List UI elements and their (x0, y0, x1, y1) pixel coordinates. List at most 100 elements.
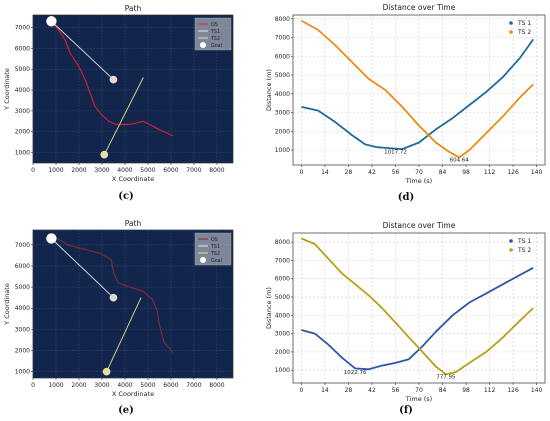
x-tick-label: 28 (345, 387, 353, 394)
y-tick-label: 5000 (275, 72, 290, 79)
point-ts2-pos (102, 367, 111, 376)
panel-caption: (f) (399, 405, 413, 416)
y-tick-label: 3000 (15, 108, 30, 115)
legend-swatch (509, 30, 513, 34)
point-goal (46, 16, 57, 27)
y-tick-label: 1000 (275, 147, 290, 154)
series-line-ts1 (301, 267, 534, 371)
y-tick-label: 1000 (275, 367, 290, 374)
x-tick-label: 8000 (209, 382, 224, 389)
y-tick-label: 3000 (15, 326, 30, 333)
legend-swatch (200, 42, 206, 48)
legend-label: Goal (211, 43, 222, 49)
x-tick-label: 14 (321, 169, 329, 176)
y-tick-label: 2000 (275, 349, 290, 356)
y-tick-label: 2000 (275, 128, 290, 135)
y-tick-label: 1000 (15, 369, 30, 376)
x-tick-label: 140 (531, 387, 543, 394)
x-tick-label: 0 (299, 387, 303, 394)
panel-caption: (e) (118, 405, 134, 416)
x-tick-label: 3000 (94, 167, 109, 174)
x-tick-label: 8000 (209, 167, 224, 174)
x-tick-label: 84 (439, 169, 447, 176)
y-tick-label: 7000 (275, 257, 290, 264)
x-tick-label: 126 (507, 387, 519, 394)
x-tick-label: 42 (368, 387, 376, 394)
x-tick-label: 126 (507, 169, 519, 176)
chart-title: Path (125, 4, 142, 13)
y-tick-label: 3000 (275, 331, 290, 338)
panel-caption: (c) (118, 191, 134, 202)
x-tick-label: 4000 (117, 382, 132, 389)
legend-label: OS (211, 22, 218, 28)
series-line-ts1 (51, 20, 114, 80)
y-axis-label: Y Coordinate (3, 68, 11, 111)
min-distance-label: 604.64 (450, 157, 470, 163)
y-tick-label: 5000 (15, 284, 30, 291)
y-axis-label: Distance (m) (265, 287, 273, 329)
x-tick-label: 56 (392, 387, 400, 394)
y-tick-label: 4000 (275, 91, 290, 98)
y-tick-label: 8000 (275, 16, 290, 23)
plot-area (293, 233, 545, 383)
min-distance-label: 777.95 (436, 374, 456, 380)
x-tick-label: 140 (531, 169, 543, 176)
legend-label: TS1 (210, 29, 220, 35)
series-line-ts2 (106, 297, 142, 372)
x-tick-label: 84 (439, 387, 447, 394)
legend-swatch (509, 239, 513, 243)
x-tick-label: 4000 (117, 167, 132, 174)
y-tick-label: 7000 (275, 35, 290, 42)
legend-label: TS 1 (517, 20, 531, 27)
x-tick-label: 6000 (163, 167, 178, 174)
legend-swatch (509, 21, 513, 25)
chart-2: 0 14 28 42 56 70 84 98 112 126 140 1000 2000 3000 4000… (265, 3, 546, 203)
x-tick-label: 2000 (71, 167, 86, 174)
point-ts2-pos (100, 150, 109, 159)
chart-4: 0 14 28 42 56 70 84 98 112 126 140 1000 2000 3000 4000… (265, 221, 546, 416)
legend-label: OS (211, 237, 218, 243)
y-tick-label: 7000 (15, 242, 30, 249)
chart-1: 0 1000 2000 3000 4000 5000 6000 7000 8000 1000 200… (3, 4, 234, 202)
x-tick-label: 0 (299, 169, 303, 176)
y-tick-label: 3000 (275, 110, 290, 117)
legend-label: TS1 (210, 244, 220, 250)
min-distance-label: 1022.76 (344, 370, 367, 376)
series-line-ts1 (301, 38, 534, 150)
x-axis-label: Time (s) (405, 395, 432, 403)
y-tick-label: 6000 (15, 45, 30, 52)
x-axis-label: Time (s) (405, 177, 432, 185)
x-tick-label: 70 (415, 387, 423, 394)
x-tick-label: 14 (321, 387, 329, 394)
y-tick-label: 2000 (15, 348, 30, 355)
panel-caption: (d) (398, 192, 414, 203)
chart-3: 0 1000 2000 3000 4000 5000 6000 7000 80001000200… (3, 219, 234, 416)
min-distance-label: 1017.72 (384, 150, 407, 156)
x-tick-label: 28 (345, 169, 353, 176)
y-tick-label: 6000 (275, 276, 290, 283)
x-tick-label: 3000 (94, 382, 109, 389)
legend-label: TS2 (210, 251, 220, 257)
y-tick-label: 4000 (275, 312, 290, 319)
x-tick-label: 42 (368, 169, 376, 176)
point-ts1-pos (109, 75, 118, 84)
y-tick-label: 7000 (15, 25, 30, 32)
y-tick-label: 6000 (275, 53, 290, 60)
y-tick-label: 4000 (15, 87, 30, 94)
legend-swatch (509, 248, 513, 252)
x-tick-label: 2000 (71, 382, 86, 389)
x-tick-label: 1000 (48, 167, 63, 174)
x-tick-label: 112 (484, 387, 496, 394)
y-tick-label: 5000 (15, 66, 30, 73)
y-tick-label: 5000 (275, 294, 290, 301)
y-tick-label: 4000 (15, 305, 30, 312)
x-tick-label: 112 (484, 169, 496, 176)
legend-label: TS 2 (517, 247, 531, 254)
x-tick-label: 6000 (163, 382, 178, 389)
x-tick-label: 0 (31, 167, 35, 174)
y-axis-label: Distance (m) (265, 69, 273, 111)
x-tick-label: 5000 (140, 382, 155, 389)
x-tick-label: 56 (392, 169, 400, 176)
legend-swatch (200, 257, 206, 263)
